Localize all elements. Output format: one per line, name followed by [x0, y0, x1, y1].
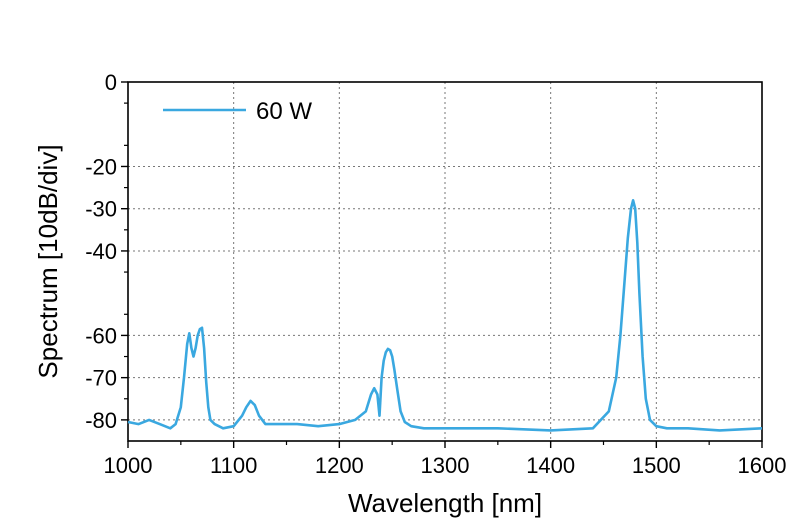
y-tick-label: 0	[105, 70, 117, 95]
x-tick-label: 1100	[210, 453, 257, 478]
y-tick-labels: 0 -20 -30 -40 -60 -70 -80	[85, 70, 117, 433]
x-tick-labels: 1000 1100 1200 1300 1400 1500 1600	[104, 453, 787, 478]
series-line-60w	[127, 199, 763, 432]
y-tick-label: -80	[85, 408, 117, 433]
grid-lines	[128, 82, 762, 441]
x-axis-label: Wavelength [nm]	[348, 488, 542, 518]
y-tick-label: -40	[85, 239, 117, 264]
x-tick-label: 1500	[632, 453, 681, 478]
x-tick-label: 1200	[315, 453, 364, 478]
legend-label: 60 W	[256, 98, 312, 125]
y-tick-label: -20	[85, 154, 117, 179]
x-tick-label: 1000	[104, 453, 153, 478]
y-tick-label: -30	[85, 197, 117, 222]
x-tick-label: 1600	[738, 453, 787, 478]
x-tick-label: 1300	[421, 453, 470, 478]
y-tick-label: -70	[85, 366, 117, 391]
y-tick-label: -60	[85, 323, 117, 348]
x-tick-label: 1400	[526, 453, 575, 478]
y-axis-label: Spectrum [10dB/div]	[33, 144, 63, 378]
legend: 60 W	[163, 98, 312, 125]
axis-ticks	[121, 81, 763, 448]
